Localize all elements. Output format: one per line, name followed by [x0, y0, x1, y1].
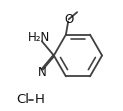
Text: H: H	[35, 93, 45, 106]
Text: H₂N: H₂N	[28, 31, 50, 44]
Text: Cl: Cl	[16, 93, 29, 106]
Text: N: N	[38, 66, 46, 79]
Text: O: O	[64, 13, 73, 26]
